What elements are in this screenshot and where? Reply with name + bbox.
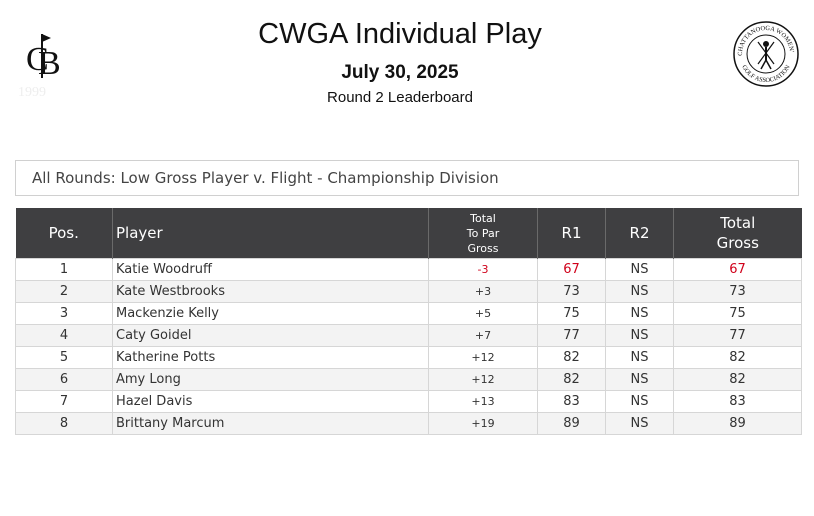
cell-to-par: +3 (428, 280, 538, 303)
col-header-pos[interactable]: Pos. (15, 208, 113, 259)
page-header: CWGA Individual Play July 30, 2025 Round… (0, 16, 800, 107)
cell-pos: 8 (15, 412, 113, 435)
cell-total-gross: 77 (673, 324, 802, 347)
cell-to-par: +19 (428, 412, 538, 435)
cell-r1: 89 (537, 412, 606, 435)
cell-pos: 7 (15, 390, 113, 413)
cell-pos: 5 (15, 346, 113, 369)
cell-r1: 67 (537, 258, 606, 281)
cell-total-gross: 83 (673, 390, 802, 413)
leaderboard-row: 8 Brittany Marcum +19 89 NS 89 (15, 412, 802, 435)
cell-player[interactable]: Kate Westbrooks (112, 280, 429, 303)
leaderboard-row: 7 Hazel Davis +13 83 NS 83 (15, 390, 802, 413)
event-date: July 30, 2025 (341, 62, 459, 83)
cell-r2: NS (605, 390, 674, 413)
cell-pos: 1 (15, 258, 113, 281)
cell-r1: 82 (537, 346, 606, 369)
cell-pos: 4 (15, 324, 113, 347)
col-header-total-gross-line1: Total (720, 214, 756, 232)
cell-r2: NS (605, 324, 674, 347)
col-header-to-par-line3: Gross (467, 241, 499, 255)
cell-player[interactable]: Caty Goidel (112, 324, 429, 347)
leaderboard-row: 6 Amy Long +12 82 NS 82 (15, 368, 802, 391)
leaderboard-table: Pos. Player Total To Par Gross R1 R2 Tot… (15, 208, 802, 435)
cell-to-par: -3 (428, 258, 538, 281)
col-header-total-gross-line2: Gross (716, 234, 759, 252)
col-header-player[interactable]: Player (112, 208, 429, 259)
col-header-total-gross[interactable]: Total Gross (673, 208, 802, 259)
cwga-seal-logo: CHATTANOOGA WOMEN'S GOLF ASSOCIATION (728, 15, 802, 88)
round-subtitle: Round 2 Leaderboard (327, 89, 473, 106)
cell-player[interactable]: Brittany Marcum (112, 412, 429, 435)
cell-total-gross: 89 (673, 412, 802, 435)
cell-player[interactable]: Amy Long (112, 368, 429, 391)
svg-text:1999: 1999 (18, 85, 46, 98)
cell-r2: NS (605, 258, 674, 281)
col-header-to-par[interactable]: Total To Par Gross (428, 208, 538, 259)
cell-to-par: +7 (428, 324, 538, 347)
col-header-to-par-line2: To Par (466, 226, 500, 240)
cell-to-par: +5 (428, 302, 538, 325)
cell-to-par: +12 (428, 368, 538, 391)
leaderboard-row: 3 Mackenzie Kelly +5 75 NS 75 (15, 302, 802, 325)
page-title: CWGA Individual Play (258, 18, 542, 50)
cell-r1: 73 (537, 280, 606, 303)
cell-total-gross: 82 (673, 368, 802, 391)
cb-monogram-logo: C B 1999 (12, 18, 88, 100)
cell-r1: 75 (537, 302, 606, 325)
cell-r2: NS (605, 368, 674, 391)
svg-text:C: C (26, 41, 49, 78)
col-header-to-par-line1: Total (470, 211, 496, 225)
cell-player[interactable]: Katie Woodruff (112, 258, 429, 281)
cell-pos: 6 (15, 368, 113, 391)
division-title: All Rounds: Low Gross Player v. Flight -… (15, 160, 799, 196)
cell-r2: NS (605, 346, 674, 369)
cell-r1: 83 (537, 390, 606, 413)
cell-r2: NS (605, 302, 674, 325)
leaderboard-row: 1 Katie Woodruff -3 67 NS 67 (15, 258, 802, 281)
cell-r1: 77 (537, 324, 606, 347)
cell-pos: 2 (15, 280, 113, 303)
cell-player[interactable]: Mackenzie Kelly (112, 302, 429, 325)
leaderboard-row: 2 Kate Westbrooks +3 73 NS 73 (15, 280, 802, 303)
col-header-r1[interactable]: R1 (537, 208, 606, 259)
cell-pos: 3 (15, 302, 113, 325)
cell-r1: 82 (537, 368, 606, 391)
cell-r2: NS (605, 412, 674, 435)
cell-total-gross: 67 (673, 258, 802, 281)
leaderboard-header-row: Pos. Player Total To Par Gross R1 R2 Tot… (15, 208, 802, 259)
cell-player[interactable]: Katherine Potts (112, 346, 429, 369)
cell-r2: NS (605, 280, 674, 303)
col-header-r2[interactable]: R2 (605, 208, 674, 259)
cell-to-par: +13 (428, 390, 538, 413)
cell-total-gross: 82 (673, 346, 802, 369)
cell-player[interactable]: Hazel Davis (112, 390, 429, 413)
cell-total-gross: 73 (673, 280, 802, 303)
leaderboard-row: 5 Katherine Potts +12 82 NS 82 (15, 346, 802, 369)
svg-text:B: B (38, 45, 61, 82)
cell-to-par: +12 (428, 346, 538, 369)
leaderboard-row: 4 Caty Goidel +7 77 NS 77 (15, 324, 802, 347)
cell-total-gross: 75 (673, 302, 802, 325)
